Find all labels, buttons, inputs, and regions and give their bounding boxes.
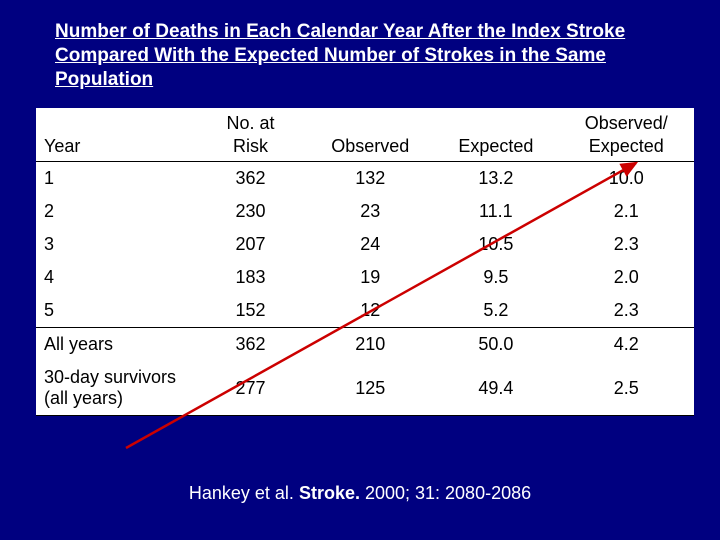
slide-title: Number of Deaths in Each Calendar Year A… xyxy=(55,20,665,91)
table-row: 1 362 132 13.2 10.0 xyxy=(36,162,694,196)
table-row: 30-day survivors (all years) 277 125 49.… xyxy=(36,361,694,416)
citation: Hankey et al. Stroke. 2000; 31: 2080-208… xyxy=(0,483,720,504)
deaths-table: Year No. at Risk Observed Expected xyxy=(36,108,694,416)
citation-suffix: 2000; 31: 2080-2086 xyxy=(360,483,531,503)
deaths-table-container: Year No. at Risk Observed Expected xyxy=(36,108,694,416)
col-header-year: Year xyxy=(36,108,194,162)
slide: Number of Deaths in Each Calendar Year A… xyxy=(0,0,720,540)
col-header-observed: Observed xyxy=(307,108,433,162)
table-row: 4 183 19 9.5 2.0 xyxy=(36,261,694,294)
table-row: All years 362 210 50.0 4.2 xyxy=(36,328,694,362)
table-body: 1 362 132 13.2 10.0 2 230 23 11.1 2.1 3 … xyxy=(36,162,694,416)
table-row: 3 207 24 10.5 2.3 xyxy=(36,228,694,261)
col-header-expected: Expected xyxy=(433,108,558,162)
col-header-ratio: Observed/ Expected xyxy=(559,108,694,162)
table-row: 2 230 23 11.1 2.1 xyxy=(36,195,694,228)
col-header-risk: No. at Risk xyxy=(194,108,308,162)
table-header-row: Year No. at Risk Observed Expected xyxy=(36,108,694,162)
citation-journal: Stroke. xyxy=(299,483,360,503)
citation-prefix: Hankey et al. xyxy=(189,483,299,503)
table-row: 5 152 12 5.2 2.3 xyxy=(36,294,694,328)
